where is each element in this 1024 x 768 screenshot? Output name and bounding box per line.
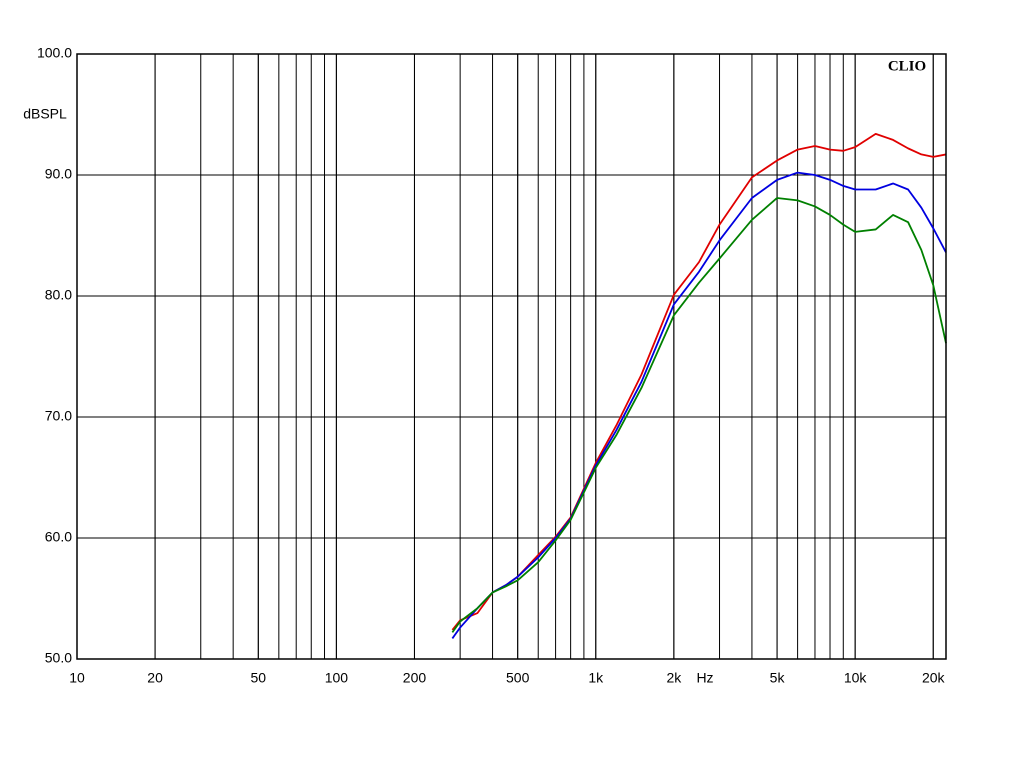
x-tick-label: 2k <box>666 670 682 686</box>
x-tick-label: 5k <box>770 670 786 686</box>
y-tick-label: 70.0 <box>45 408 72 424</box>
x-tick-label: 20 <box>147 670 163 686</box>
plot-frame <box>76 53 947 660</box>
x-tick-label: 200 <box>403 670 427 686</box>
x-tick-label: 10k <box>844 670 868 686</box>
y-tick-label: 80.0 <box>45 287 72 303</box>
x-axis-label: Hz <box>696 670 713 686</box>
y-axis-label: dBSPL <box>23 106 67 122</box>
x-tick-label: 1k <box>588 670 604 686</box>
x-tick-label: 500 <box>506 670 530 686</box>
series-line <box>451 197 947 633</box>
y-tick-label: 60.0 <box>45 529 72 545</box>
y-tick-label: 90.0 <box>45 166 72 182</box>
x-tick-label: 100 <box>325 670 349 686</box>
annotation: CLIO <box>888 58 926 74</box>
x-tick-label: 50 <box>251 670 267 686</box>
series-line <box>451 171 947 639</box>
x-tick-label: 20k <box>922 670 946 686</box>
plot-lines <box>451 132 947 639</box>
x-tick-label: 10 <box>69 670 85 686</box>
y-tick-label: 50.0 <box>45 650 72 666</box>
y-tick-label: 100.0 <box>37 45 72 61</box>
